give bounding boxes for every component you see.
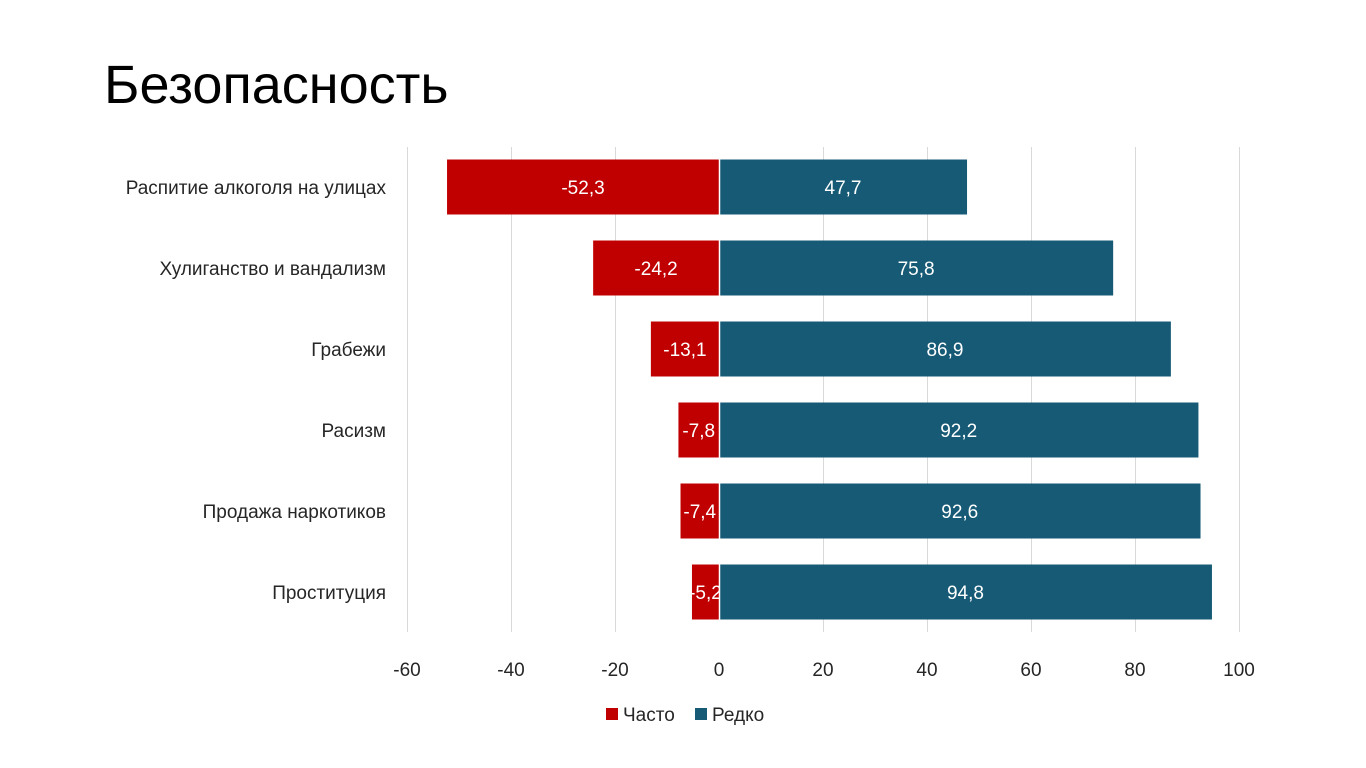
data-label-rarely-4: 92,6 — [941, 502, 978, 523]
legend: Часто Редко — [606, 705, 764, 726]
data-label-rarely-0: 47,7 — [825, 178, 862, 199]
data-label-often-4: -7,4 — [683, 502, 716, 523]
bar-often-5 — [691, 564, 719, 620]
data-labels: -52,3 47,7 -24,2 75,8 -13,1 86,9 -7,8 92,2 -7,4 9… — [561, 178, 984, 604]
x-tick-label-1: -40 — [497, 660, 524, 681]
legend-label-rarely: Редко — [712, 705, 764, 726]
category-label-2: Грабежи — [311, 340, 386, 361]
legend-swatch-rarely — [695, 708, 707, 720]
data-label-often-5: -5,2 — [689, 583, 722, 604]
bar-rarely-4 — [719, 483, 1201, 539]
data-label-rarely-2: 86,9 — [926, 340, 963, 361]
bar-often-1 — [593, 240, 719, 296]
bar-often-3 — [678, 402, 719, 458]
bar-often-2 — [650, 321, 719, 377]
x-tick-label-4: 20 — [812, 660, 833, 681]
bar-rarely-0 — [719, 159, 968, 215]
gridlines — [407, 147, 1240, 632]
data-label-often-2: -13,1 — [663, 340, 706, 361]
legend-swatch-often — [606, 708, 618, 720]
category-label-3: Расизм — [322, 421, 387, 442]
bar-rarely-5 — [719, 564, 1212, 620]
category-label-4: Продажа наркотиков — [203, 502, 386, 523]
bar-rarely-1 — [719, 240, 1114, 296]
x-tick-label-6: 60 — [1020, 660, 1041, 681]
data-label-often-3: -7,8 — [682, 421, 715, 442]
data-label-rarely-1: 75,8 — [898, 259, 935, 280]
category-label-0: Распитие алкоголя на улицах — [126, 178, 387, 199]
category-label-1: Хулиганство и вандализм — [160, 259, 387, 280]
x-tick-label-7: 80 — [1124, 660, 1145, 681]
category-labels: Распитие алкоголя на улицах Хулиганство и… — [126, 178, 387, 604]
bar-rarely-2 — [719, 321, 1171, 377]
data-label-rarely-3: 92,2 — [940, 421, 977, 442]
legend-label-often: Часто — [623, 705, 675, 726]
bars — [447, 159, 1212, 620]
data-label-often-0: -52,3 — [561, 178, 604, 199]
category-label-5: Проституция — [272, 583, 386, 604]
x-tick-label-2: -20 — [601, 660, 628, 681]
x-tick-label-3: 0 — [714, 660, 725, 681]
bar-often-4 — [680, 483, 719, 539]
slide-title: Безопасность — [104, 55, 449, 115]
x-tick-label-5: 40 — [916, 660, 937, 681]
x-axis-ticks: -60 -40 -20 0 20 40 60 80 100 — [393, 660, 1255, 681]
bar-often-0 — [447, 159, 719, 215]
x-tick-label-0: -60 — [393, 660, 420, 681]
data-label-rarely-5: 94,8 — [947, 583, 984, 604]
data-label-often-1: -24,2 — [634, 259, 677, 280]
x-tick-label-8: 100 — [1223, 660, 1255, 681]
bar-rarely-3 — [719, 402, 1199, 458]
